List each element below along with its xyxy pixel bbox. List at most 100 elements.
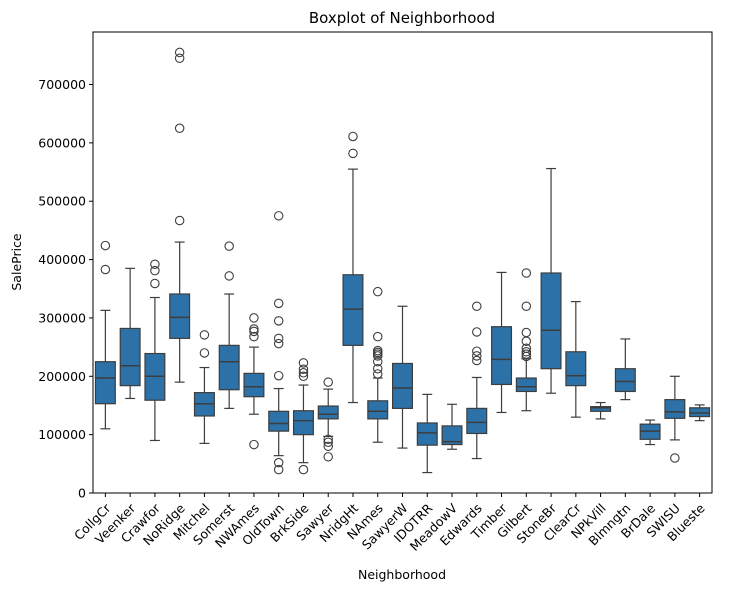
box <box>689 407 711 418</box>
outlier-point <box>150 278 160 289</box>
outlier-point <box>521 349 532 359</box>
outlier-point <box>100 240 111 251</box>
outlier-point <box>298 464 309 475</box>
outlier-point <box>521 343 532 354</box>
box <box>367 400 389 420</box>
outlier-point <box>348 131 358 142</box>
outlier-point <box>372 363 383 374</box>
outlier-point <box>174 215 185 226</box>
box <box>243 372 265 398</box>
box <box>565 351 587 387</box>
box-group-Blmngtn <box>614 338 636 401</box>
outlier-point <box>372 369 383 379</box>
outlier-point <box>100 264 111 275</box>
outlier-point <box>249 439 259 450</box>
box <box>317 405 339 420</box>
outlier-point <box>199 348 210 358</box>
outlier-point <box>372 286 383 297</box>
y-tick-label: 300000 <box>38 310 86 325</box>
outlier-point <box>521 268 532 278</box>
box <box>416 422 438 446</box>
outlier-point <box>249 324 259 334</box>
box-group-OldTown <box>268 211 290 475</box>
y-tick-label: 0 <box>78 486 86 501</box>
outlier-point <box>273 464 284 475</box>
box <box>441 425 463 446</box>
outlier-point <box>150 259 160 270</box>
outlier-point <box>298 371 309 382</box>
outlier-point <box>323 377 333 387</box>
y-tick-label: 400000 <box>38 252 86 267</box>
outlier-point <box>273 457 284 468</box>
outlier-point <box>249 313 259 323</box>
outlier-point <box>372 345 383 356</box>
outlier-point <box>273 298 284 309</box>
box <box>515 377 537 393</box>
x-axis-title: Neighborhood <box>358 567 446 582</box>
axes: CollgCrVeenkerCrawforNoRidgeMitchelSomer… <box>38 31 713 554</box>
outlier-point <box>224 271 234 281</box>
outlier-point <box>372 356 383 367</box>
outlier-point <box>273 316 284 326</box>
y-tick-label: 700000 <box>38 77 86 92</box>
y-tick-label: 500000 <box>38 194 86 209</box>
outlier-point <box>472 351 482 361</box>
box-group-StoneBr <box>540 167 562 394</box>
box-group-IDOTRR <box>416 393 438 474</box>
box <box>119 327 141 387</box>
outlier-point <box>273 211 284 221</box>
outlier-point <box>521 301 532 312</box>
box-group-Somerst <box>218 241 240 409</box>
outlier-point <box>150 265 160 276</box>
outlier-point <box>298 358 309 368</box>
outlier-point <box>273 333 284 344</box>
outlier-point <box>298 364 309 375</box>
box <box>664 399 686 419</box>
outlier-point <box>323 441 333 452</box>
box-group-BrDale <box>639 419 661 446</box>
box-group-NPkVill <box>590 401 612 420</box>
box-group-Edwards <box>466 301 488 460</box>
outlier-point <box>521 347 532 357</box>
box-group-SawyerW <box>391 305 414 449</box>
box <box>491 326 513 386</box>
plot-area <box>94 47 711 475</box>
box-group-Gilbert <box>515 268 537 412</box>
box <box>590 406 612 412</box>
y-tick-label: 600000 <box>38 135 86 150</box>
box-group-Veenker <box>119 267 141 400</box>
outlier-point <box>174 47 185 58</box>
box-group-NWAmes <box>243 313 265 450</box>
outlier-point <box>521 327 532 338</box>
box <box>94 361 116 405</box>
plot-frame <box>92 31 713 494</box>
outlier-point <box>224 241 234 251</box>
box-group-SWISU <box>664 375 686 463</box>
box-group-Sawyer <box>317 377 339 462</box>
chart-title: Boxplot of Neighborhood <box>309 9 495 27</box>
outlier-point <box>174 53 185 64</box>
outlier-point <box>323 437 333 447</box>
box <box>268 410 290 432</box>
box-group-MeadowV <box>441 403 463 450</box>
y-axis-title: SalePrice <box>9 233 24 291</box>
outlier-point <box>372 331 383 342</box>
box-group-NridgHt <box>342 131 364 404</box>
outlier-point <box>199 330 210 340</box>
outlier-point <box>174 123 185 134</box>
outlier-point <box>323 434 333 445</box>
outlier-point <box>249 331 259 342</box>
box-group-Timber <box>491 271 513 414</box>
box-group-NAmes <box>367 286 389 443</box>
y-tick-label: 200000 <box>38 369 86 384</box>
box <box>540 272 562 370</box>
box <box>169 293 191 339</box>
box <box>614 368 636 393</box>
outlier-point <box>670 453 680 463</box>
outlier-point <box>273 370 284 381</box>
box-group-ClearCr <box>565 300 587 418</box>
outlier-point <box>472 355 482 366</box>
outlier-point <box>472 346 482 356</box>
box <box>218 344 240 391</box>
outlier-point <box>298 368 309 378</box>
